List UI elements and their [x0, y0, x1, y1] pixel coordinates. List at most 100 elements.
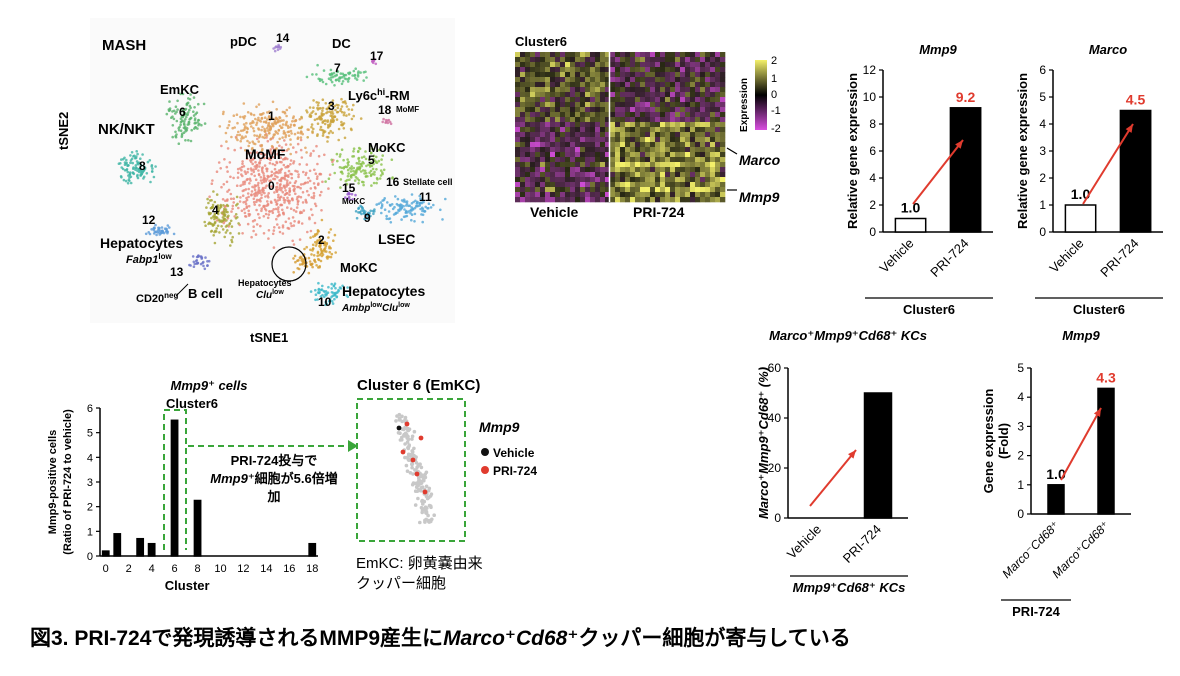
heatmap-cell	[710, 122, 716, 128]
heatmap-cell	[605, 62, 611, 68]
tsne-dot	[310, 253, 313, 256]
heatmap-cell	[570, 117, 576, 123]
tsne-dot	[268, 131, 271, 135]
label-stellate: Stellate cell	[403, 177, 453, 187]
heatmap-cell	[635, 82, 641, 88]
y-axis-label: Mmp9-positive cells	[47, 430, 59, 535]
tsne-dot	[265, 134, 269, 137]
heatmap-cell	[620, 137, 626, 143]
tsne-dot	[195, 259, 199, 262]
tsne-dot	[135, 160, 139, 163]
tsne-dot	[241, 183, 244, 186]
heatmap-cell	[715, 87, 721, 93]
tsne-dot	[285, 181, 289, 185]
heatmap-cell	[595, 167, 601, 173]
heatmap-cell	[605, 197, 611, 203]
heatmap-cell	[670, 167, 676, 173]
tsne-dot	[276, 188, 279, 191]
heatmap-cell	[690, 147, 696, 153]
tsne-dot	[312, 235, 315, 238]
heatmap-cell	[615, 117, 621, 123]
emkc-dot	[397, 412, 402, 417]
tsne-dot	[350, 165, 354, 168]
heatmap-cell	[610, 52, 616, 58]
tsne-dot	[299, 255, 302, 259]
heatmap-cell	[570, 127, 576, 133]
heatmap-cell	[635, 137, 641, 143]
tsne-dot	[309, 152, 313, 155]
tsne-dot	[296, 203, 300, 206]
heatmap-cell	[600, 62, 606, 68]
tsne-dot	[333, 104, 336, 108]
heatmap-cell	[565, 182, 571, 188]
label-c10: 10	[318, 295, 332, 309]
tsne-dot	[342, 113, 346, 117]
tsne-dot	[278, 124, 282, 128]
heatmap-cell	[630, 107, 636, 113]
heatmap-cell	[610, 102, 616, 108]
tsne-dot	[249, 151, 253, 155]
tsne-dot	[267, 229, 271, 232]
heatmap-cell	[715, 77, 721, 83]
emkc-dot	[418, 520, 422, 525]
tsne-dot	[393, 205, 396, 209]
tsne-dot	[241, 232, 244, 235]
tsne-dot	[333, 293, 337, 297]
bar	[1097, 387, 1115, 515]
heatmap-cell	[650, 87, 656, 93]
tsne-dot	[365, 164, 368, 168]
heatmap-cell	[635, 112, 641, 118]
heatmap-cell	[695, 147, 701, 153]
heatmap-cell	[540, 192, 546, 198]
heatmap-cell	[610, 82, 616, 88]
label-mokc1: MoKC	[368, 140, 406, 155]
heatmap-cell	[565, 82, 571, 88]
category-label: PRI-724	[840, 522, 884, 566]
tsne-dot	[377, 202, 381, 206]
heatmap-cell	[600, 167, 606, 173]
heatmap-cell	[715, 72, 721, 78]
heatmap-cell	[580, 82, 586, 88]
tsne-dot	[223, 235, 226, 239]
tsne-dot	[292, 189, 296, 193]
heatmap-cell	[705, 132, 711, 138]
heatmap-cell	[580, 152, 586, 158]
heatmap-cell	[700, 62, 706, 68]
tsne-dot	[136, 152, 139, 156]
heatmap-cell	[515, 197, 521, 203]
heatmap-cell	[590, 177, 596, 183]
tsne-dot	[299, 183, 303, 186]
tsne-dot	[260, 196, 263, 200]
tsne-dot	[197, 102, 200, 106]
tsne-dot	[362, 162, 365, 165]
tsne-dot	[268, 110, 271, 113]
tsne-dot	[277, 193, 280, 197]
heatmap-cell	[515, 57, 521, 63]
tsne-dot	[208, 199, 212, 202]
tsne-dot	[240, 209, 244, 212]
heatmap-cell	[620, 82, 626, 88]
heatmap-cell	[655, 177, 661, 183]
tsne-dot	[203, 122, 207, 125]
tsne-dot	[142, 175, 146, 179]
tsne-dot	[303, 247, 306, 251]
tsne-dot	[288, 201, 291, 205]
heatmap-cell	[565, 112, 571, 118]
heatmap-cell	[685, 82, 691, 88]
tsne-dot	[129, 181, 133, 185]
heatmap-cell	[710, 97, 716, 103]
tsne-dot	[281, 136, 284, 139]
heatmap-cell	[600, 122, 606, 128]
tsne-dot	[141, 153, 144, 156]
heatmap-cell	[530, 152, 536, 158]
y-tick-label: 3	[1017, 419, 1024, 433]
heatmap-cell	[530, 107, 536, 113]
tsne-dot	[193, 118, 197, 122]
tsne-dot	[122, 178, 126, 182]
tsne-dot	[362, 79, 366, 82]
heatmap-cell	[595, 137, 601, 143]
heatmap-cell	[720, 162, 726, 168]
heatmap-cell	[665, 147, 671, 153]
heatmap-cell	[600, 162, 606, 168]
heatmap-cell	[600, 102, 606, 108]
